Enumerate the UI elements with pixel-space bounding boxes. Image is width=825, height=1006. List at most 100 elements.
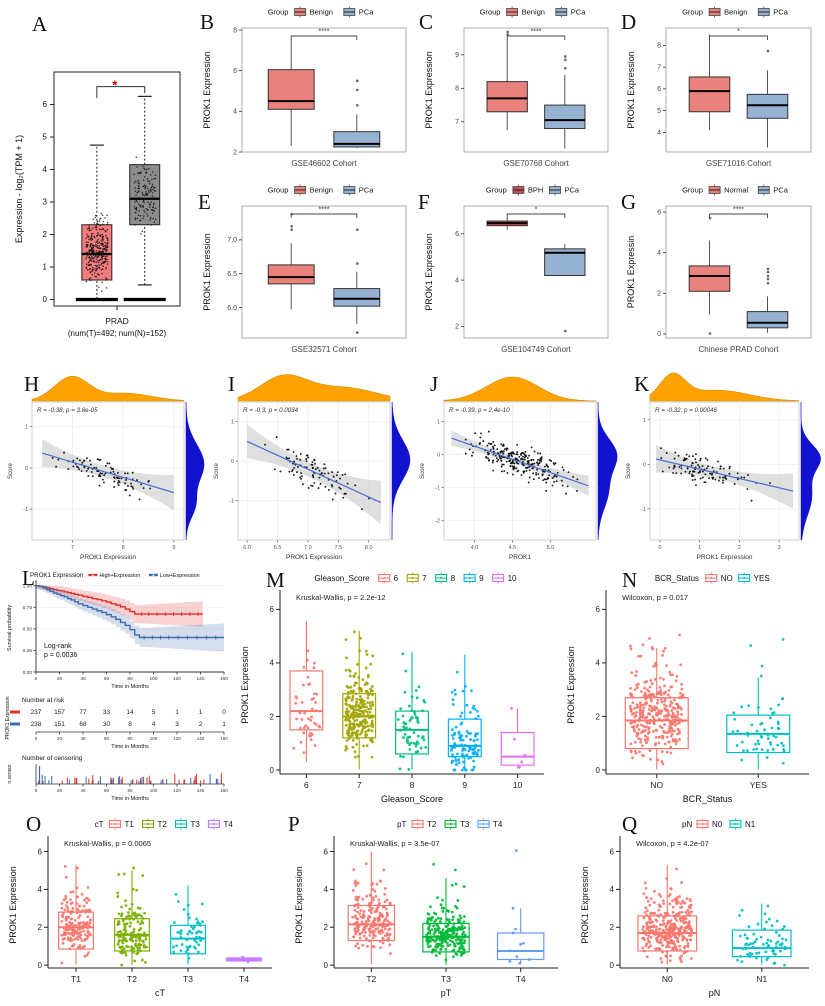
svg-text:2: 2 [324, 923, 329, 932]
chart-gse32571-boxplot: Group Benign PCa 6.0 6.5 7.0 PROK1 Expression *… [196, 180, 418, 364]
svg-text:2: 2 [270, 712, 275, 721]
svg-text:-1: -1 [641, 507, 646, 513]
panel-H: H R = -0.38, p = 3.8e-05 7 8 9 -1 0 1 PROK1 Expr… [2, 368, 208, 566]
svg-text:0: 0 [35, 736, 38, 741]
svg-text:160: 160 [220, 676, 228, 682]
svg-text:1: 1 [175, 709, 179, 716]
svg-text:BPH: BPH [528, 186, 543, 195]
svg-text:1: 1 [43, 263, 48, 272]
svg-text:7.5: 7.5 [334, 545, 342, 551]
svg-text:100: 100 [150, 788, 158, 793]
svg-text:0: 0 [231, 459, 234, 465]
svg-text:YES: YES [754, 574, 770, 583]
svg-text:7.0: 7.0 [227, 237, 237, 244]
svg-text:2: 2 [596, 712, 601, 721]
panel-L: L PROK1 Expression + High+Expression + Low+Ex… [2, 566, 232, 810]
svg-text:****: **** [733, 207, 744, 214]
svg-text:6: 6 [233, 68, 237, 75]
svg-text:PROK1 Expression: PROK1 Expression [240, 646, 250, 724]
svg-text:R = -0.38, p = 3.8e-05: R = -0.38, p = 3.8e-05 [37, 407, 98, 414]
svg-text:Kruskal-Wallis, p = 0.0065: Kruskal-Wallis, p = 0.0065 [64, 839, 151, 848]
svg-text:8: 8 [233, 27, 237, 34]
svg-text:-1: -1 [435, 485, 440, 491]
svg-text:*: * [535, 207, 538, 214]
svg-text:PCa: PCa [571, 8, 586, 17]
svg-text:4: 4 [596, 659, 601, 668]
svg-text:40: 40 [80, 788, 86, 793]
svg-text:T4: T4 [516, 974, 526, 984]
svg-text:6.0: 6.0 [227, 305, 237, 312]
svg-text:R = -0.3, p = 0.0034: R = -0.3, p = 0.0034 [243, 407, 299, 414]
chart-gse46602-boxplot: Group Benign PCa 2 4 6 8 PROK1 Expression **** GS… [196, 2, 418, 178]
svg-text:237: 237 [31, 709, 42, 716]
svg-text:0: 0 [324, 961, 329, 970]
svg-text:7.0: 7.0 [304, 545, 312, 551]
svg-text:3: 3 [43, 198, 48, 207]
svg-text:PROK1: PROK1 [509, 554, 531, 561]
chart-gse71016-boxplot: Group Benign PCa 4 5 6 7 8 PROK1 Expression * GSE7… [620, 2, 823, 178]
panel-letter-D: D [621, 10, 637, 34]
svg-text:PROK1 Expression: PROK1 Expression [80, 554, 136, 561]
svg-text:1: 1 [25, 425, 28, 431]
svg-text:3: 3 [175, 721, 179, 728]
svg-text:0: 0 [270, 766, 275, 775]
svg-text:Wilcoxon, p = 0.017: Wilcoxon, p = 0.017 [622, 593, 688, 602]
svg-text:10: 10 [508, 574, 517, 583]
svg-text:T1: T1 [125, 820, 135, 829]
svg-text:Time in Months: Time in Months [111, 684, 149, 690]
svg-text:Chinese PRAD Cohort: Chinese PRAD Cohort [698, 345, 779, 354]
svg-text:4: 4 [43, 165, 48, 174]
svg-text:6: 6 [324, 847, 329, 856]
svg-text:0: 0 [596, 766, 601, 775]
panel-letter-J: J [430, 372, 439, 396]
svg-text:100: 100 [150, 736, 158, 741]
panel-letter-E: E [198, 190, 211, 214]
svg-text:6.0: 6.0 [243, 545, 251, 551]
svg-text:GSE104749 Cohort: GSE104749 Cohort [501, 345, 572, 354]
svg-text:4: 4 [324, 885, 329, 894]
svg-text:2: 2 [43, 230, 48, 239]
svg-text:20: 20 [57, 788, 63, 793]
svg-text:0.50: 0.50 [23, 627, 33, 633]
svg-text:6: 6 [270, 605, 275, 614]
chart-ct-stage-boxplot: cT T1 T2 T3 T4 0 2 4 6 PROK1 Expression Kruskal-Wa… [2, 812, 286, 1004]
svg-text:-1: -1 [23, 507, 28, 513]
svg-text:T3: T3 [441, 974, 451, 984]
svg-text:GSE70768 Cohort: GSE70768 Cohort [503, 159, 569, 168]
svg-text:4.5: 4.5 [509, 545, 517, 551]
svg-text:0: 0 [222, 709, 226, 716]
svg-text:6.5: 6.5 [274, 545, 282, 551]
svg-text:Score: Score [420, 463, 426, 479]
svg-text:Survival probability: Survival probability [7, 605, 13, 651]
svg-text:PROK1 Expression: PROK1 Expression [697, 554, 753, 561]
svg-text:Benign: Benign [724, 8, 747, 17]
panel-letter-Q: Q [622, 812, 638, 836]
panel-A: A 0 1 2 3 4 5 6 Expression - log₂(TPM + 1) * PRAD (… [6, 6, 196, 364]
svg-text:n.censor: n.censor [7, 764, 13, 784]
svg-text:0: 0 [35, 788, 38, 793]
svg-text:pT: pT [397, 820, 406, 829]
svg-text:-1: -1 [229, 499, 234, 505]
svg-text:N0: N0 [712, 820, 723, 829]
panel-letter-K: K [634, 372, 650, 396]
svg-text:4: 4 [657, 250, 661, 257]
svg-text:4: 4 [152, 721, 156, 728]
svg-text:8: 8 [451, 574, 456, 583]
svg-text:N0: N0 [662, 974, 673, 984]
panel-letter-P: P [288, 812, 300, 836]
svg-text:0: 0 [38, 961, 43, 970]
svg-text:p = 0.0036: p = 0.0036 [44, 652, 77, 659]
svg-text:PROK1 Expression: PROK1 Expression [424, 233, 434, 311]
svg-text:T1: T1 [71, 974, 81, 984]
svg-text:PROK1 Expression: PROK1 Expression [8, 866, 18, 944]
svg-text:3: 3 [778, 545, 781, 551]
panel-C: C Group Benign PCa 7 8 9 PROK1 Expression **** GS… [418, 2, 620, 178]
svg-text:120: 120 [173, 676, 181, 682]
svg-text:9: 9 [172, 545, 175, 551]
svg-text:PCa: PCa [359, 8, 374, 17]
svg-text:N1: N1 [745, 820, 756, 829]
svg-text:PCa: PCa [565, 186, 580, 195]
svg-text:T4: T4 [239, 974, 249, 984]
svg-text:****: **** [319, 207, 330, 214]
